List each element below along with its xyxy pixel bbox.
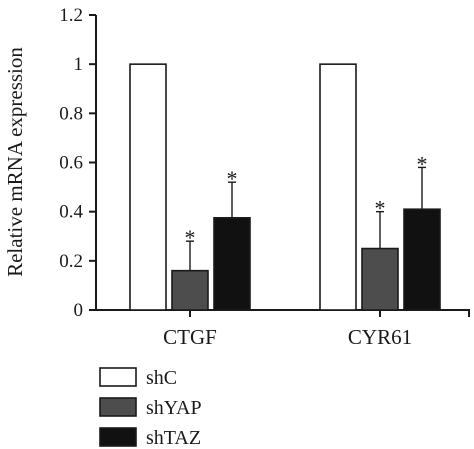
y-tick-label: 0.6 — [59, 153, 83, 174]
y-tick-label: 1.2 — [59, 5, 83, 26]
legend-swatch-shTAZ — [99, 427, 137, 447]
legend-swatch-shC — [99, 367, 137, 387]
category-label: CTGF — [163, 325, 217, 349]
category-label: CYR61 — [348, 325, 412, 349]
y-tick-label: 0 — [74, 300, 84, 321]
bar-shYAP-CYR61 — [361, 247, 399, 311]
bar-shTAZ-CTGF — [213, 217, 251, 311]
y-tick-label: 0.4 — [59, 202, 83, 223]
significance-mark: * — [417, 151, 428, 176]
legend: shC shYAP shTAZ — [99, 367, 202, 449]
y-axis-label: Relative mRNA expression — [3, 47, 27, 277]
legend-label-shC: shC — [146, 367, 177, 389]
legend-label-shYAP: shYAP — [146, 397, 202, 419]
significance-mark: * — [227, 166, 238, 191]
legend-label-shTAZ: shTAZ — [146, 427, 201, 449]
bar-shC-CYR61 — [319, 63, 357, 311]
y-tick-label: 0.8 — [59, 103, 83, 124]
axes: 0 0.2 0.4 0.6 0.8 1 1.2 CTGF CYR61 — [59, 5, 470, 349]
significance-mark: * — [185, 225, 196, 250]
y-tick-label: 1 — [74, 54, 84, 75]
significance-mark: * — [375, 196, 386, 221]
bars: * * * * — [129, 63, 441, 311]
legend-swatch-shYAP — [99, 397, 137, 417]
bar-shC-CTGF — [129, 63, 167, 311]
bar-shTAZ-CYR61 — [403, 208, 441, 311]
bar-shYAP-CTGF — [171, 269, 209, 311]
y-tick-label: 0.2 — [59, 251, 83, 272]
